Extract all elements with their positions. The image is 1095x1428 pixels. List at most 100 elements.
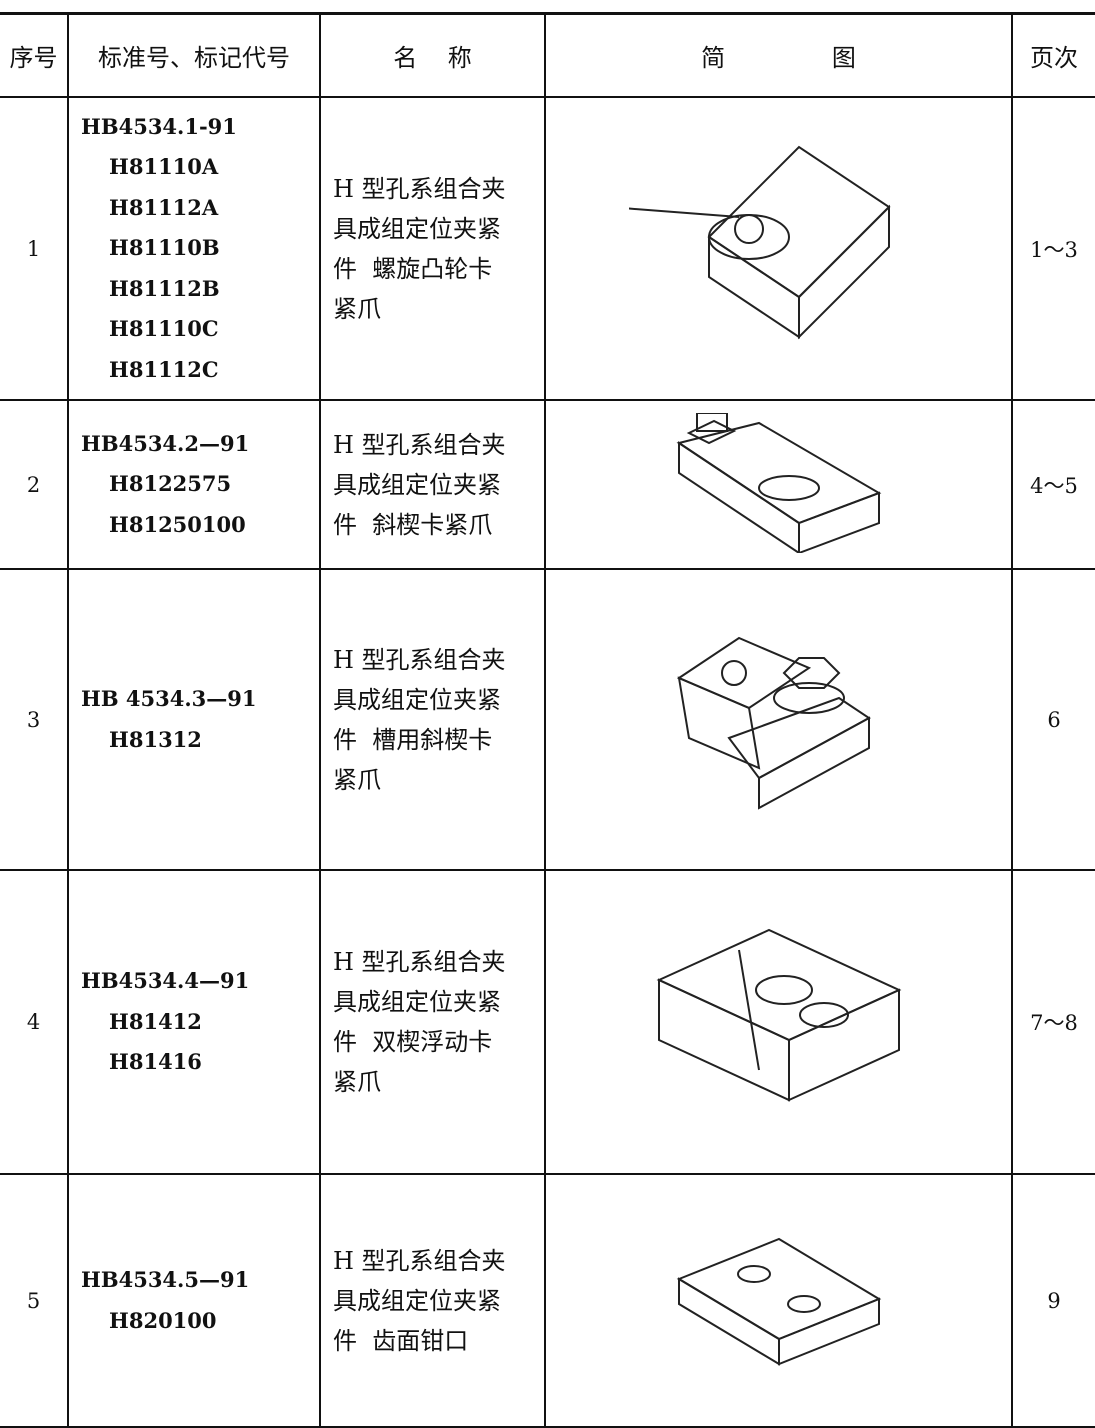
name-line: H 型孔系组合夹 (333, 1246, 506, 1275)
name-line: 紧爪 (333, 765, 381, 794)
code-line: HB4534.1-91 (81, 113, 237, 139)
standard-codes: HB4534.1-91 H81110A H81112A H81110B H81112B H… (67, 96, 321, 401)
table-row: 1 HB4534.1-91 H81110A H81112A H81110B H81112B… (0, 96, 1095, 401)
sketch-drawing (798, 1002, 849, 1028)
sketch (544, 869, 1013, 1175)
page-range: 7～8 (1011, 869, 1095, 1175)
sketch (544, 1173, 1013, 1428)
sketch (544, 399, 1013, 570)
code-line: HB 4534.3—91 (81, 686, 257, 711)
sketch-drawing (754, 975, 813, 1005)
sketch-drawing (797, 491, 880, 553)
code-line: H81412 (109, 1008, 202, 1034)
standard-codes: HB4534.5—91 H820100 (67, 1173, 321, 1428)
standard-codes: HB4534.2—91 H8122575 H81250100 (67, 399, 321, 570)
name-line: 具成组定位夹紧 (333, 988, 501, 1016)
name-line: 具成组定位夹紧 (333, 214, 501, 243)
sketch-drawing (772, 681, 845, 714)
sketch-drawing (628, 145, 891, 339)
name-line: H 型孔系组合夹 (333, 430, 506, 459)
page-range: 1～3 (1011, 96, 1095, 401)
code-line: H81112B (109, 275, 220, 301)
code-line: H81110A (109, 154, 219, 180)
sketch-drawing (628, 207, 739, 218)
name-line: 件 双楔浮动卡 (333, 1028, 493, 1056)
table-row: 3 HB 4534.3—91 H81312 H 型孔系组合夹 具成组定位夹紧件 槽用斜楔… (0, 568, 1095, 871)
code-line: H81112C (109, 356, 219, 382)
sketch-drawing (677, 440, 800, 553)
name-line: 件 螺旋凸轮卡 (333, 254, 493, 283)
name-line: H 型孔系组合夹 (333, 645, 506, 674)
sketch-drawing (757, 715, 870, 810)
name-line: 件 槽用斜楔卡 (333, 725, 493, 754)
row-number: 3 (0, 568, 69, 871)
code-line: H81110B (109, 235, 220, 261)
standard-codes: HB 4534.3—91 H81312 (67, 568, 321, 871)
row-number: 1 (0, 96, 69, 401)
row-number: 5 (0, 1173, 69, 1428)
sketch-drawing (786, 1294, 821, 1313)
sketch-drawing (656, 928, 901, 1102)
sketch-drawing (676, 1237, 881, 1340)
name-line: 紧爪 (333, 1068, 381, 1096)
page-range: 6 (1011, 568, 1095, 871)
part-name: H 型孔系组合夹 具成组定位夹紧件 齿面钳口 (319, 1173, 546, 1428)
name-line: 件 斜楔卡紧爪 (333, 510, 493, 539)
sketch-drawing (720, 659, 747, 686)
sketch-drawing (777, 1297, 880, 1365)
sketch-drawing (656, 928, 901, 1042)
part-name: H 型孔系组合夹 具成组定位夹紧件 双楔浮动卡 紧爪 (319, 869, 546, 1175)
standard-codes: HB4534.4—91 H81412 H81416 (67, 869, 321, 1175)
code-line: H81312 (109, 726, 202, 752)
sketch-drawing (676, 421, 881, 524)
sketch (544, 96, 1013, 401)
table-row: 2 HB4534.2—91 H8122575 H81250100 H 型孔系组合夹 具成组… (0, 399, 1095, 570)
name-line: H 型孔系组合夹 (333, 174, 506, 203)
sketch-drawing (737, 949, 760, 1071)
code-line: H81416 (109, 1049, 202, 1075)
sketch-drawing (676, 636, 811, 709)
name-line: 具成组定位夹紧 (333, 1286, 501, 1315)
header-row: 序号 标准号、标记代号 名 称 简 图 页次 (0, 12, 1095, 98)
row-number: 4 (0, 869, 69, 1175)
code-line: H81112A (109, 194, 219, 220)
page-range: 4～5 (1011, 399, 1095, 570)
sketch-drawing (677, 1276, 780, 1366)
code-line: HB4534.5—91 (81, 1267, 250, 1292)
header-cell: 名 称 (319, 12, 546, 98)
sketch-drawing (657, 978, 790, 1102)
header-cell: 标准号、标记代号 (67, 12, 321, 98)
sketch-drawing (797, 204, 890, 339)
sketch (544, 568, 1013, 871)
code-line: H81110C (109, 316, 219, 342)
page-range: 9 (1011, 1173, 1095, 1428)
part-name: H 型孔系组合夹 具成组定位夹紧件 螺旋凸轮卡 紧爪 (319, 96, 546, 401)
name-line: 具成组定位夹紧 (333, 685, 501, 714)
sketch-drawing (676, 636, 871, 810)
name-line: 件 齿面钳口 (333, 1326, 469, 1355)
standards-table: 序号 标准号、标记代号 名 称 简 图 页次 1 HB4534.1-91 H8111… (0, 12, 1095, 1428)
sketch-drawing (787, 988, 900, 1102)
table-row: 4 HB4534.4—91 H81412 H81416 H 型孔系组合夹 具成组定位夹紧件… (0, 869, 1095, 1175)
code-line: HB4534.2—91 (81, 430, 250, 456)
sketch-drawing (707, 234, 800, 339)
sketch-drawing (757, 474, 820, 501)
sketch-drawing (676, 1237, 881, 1366)
sketch-drawing (677, 675, 760, 770)
sketch-drawing (686, 419, 736, 444)
part-name: H 型孔系组合夹 具成组定位夹紧件 斜楔卡紧爪 (319, 399, 546, 570)
header-cell: 序号 (0, 12, 69, 98)
code-line: HB4534.4—91 (81, 968, 250, 994)
code-line: H8122575 (109, 471, 232, 497)
sketch-drawing (736, 1264, 771, 1283)
sketch-drawing (707, 213, 790, 260)
name-line: 具成组定位夹紧 (333, 470, 501, 499)
sketch-drawing (782, 656, 840, 689)
sketch-drawing (733, 213, 764, 244)
code-line: H81250100 (109, 511, 246, 537)
table-row: 5 HB4534.5—91 H820100 H 型孔系组合夹 具成组定位夹紧件 齿面钳口… (0, 1173, 1095, 1428)
name-line: H 型孔系组合夹 (333, 948, 506, 976)
header-cell: 简 图 (544, 12, 1013, 98)
sketch-drawing (695, 412, 728, 432)
